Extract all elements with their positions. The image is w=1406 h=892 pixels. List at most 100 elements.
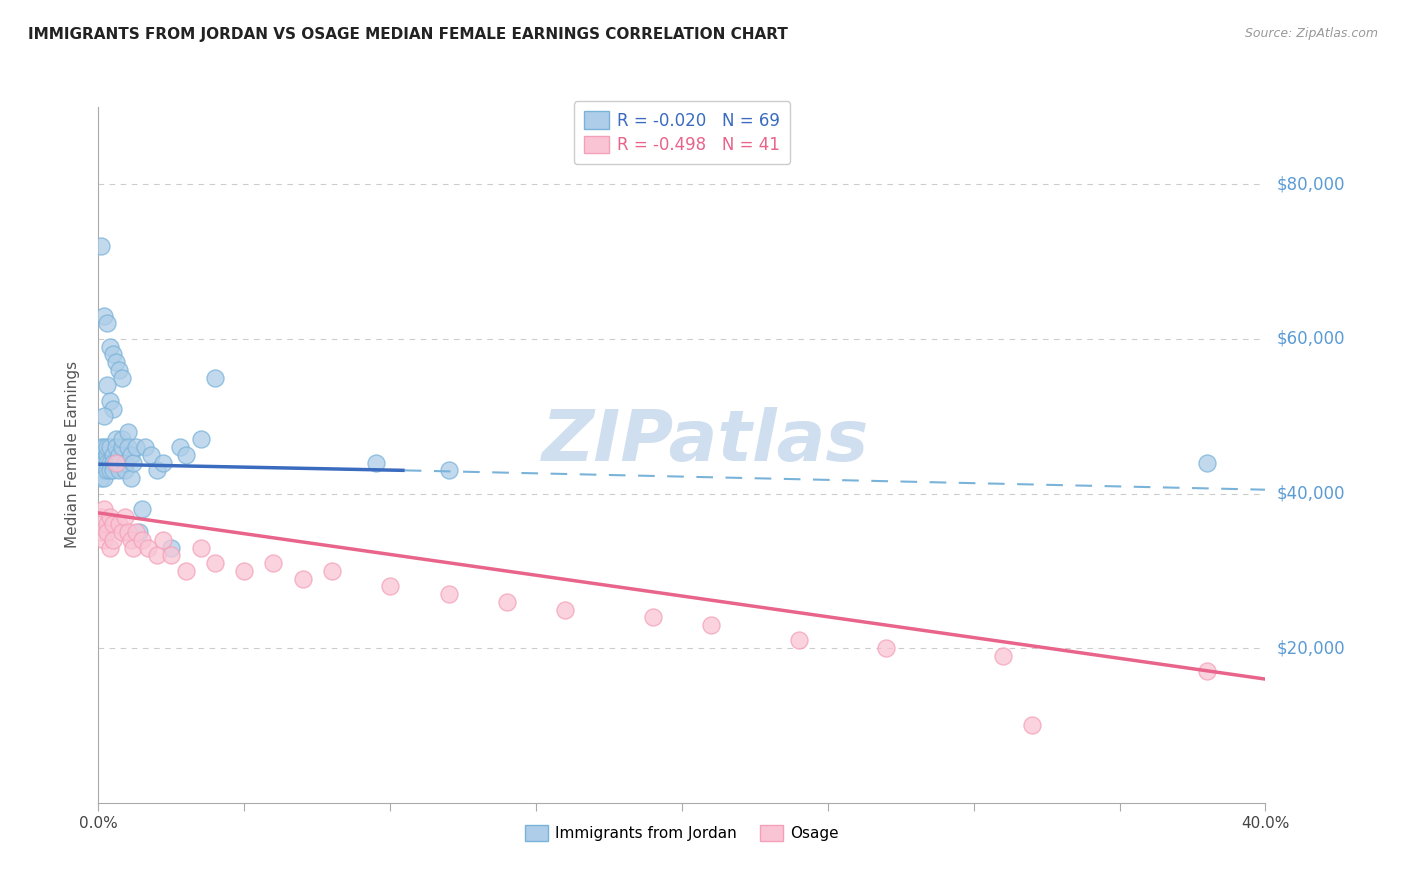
- Text: IMMIGRANTS FROM JORDAN VS OSAGE MEDIAN FEMALE EARNINGS CORRELATION CHART: IMMIGRANTS FROM JORDAN VS OSAGE MEDIAN F…: [28, 27, 787, 42]
- Text: Source: ZipAtlas.com: Source: ZipAtlas.com: [1244, 27, 1378, 40]
- Point: [875, 641, 897, 656]
- Point: [437, 587, 460, 601]
- Point: [111, 433, 134, 447]
- Point: [96, 448, 118, 462]
- Point: [700, 618, 723, 632]
- Point: [1195, 665, 1218, 679]
- Point: [101, 517, 124, 532]
- Point: [93, 533, 115, 547]
- Point: [169, 440, 191, 454]
- Text: $40,000: $40,000: [1277, 484, 1346, 502]
- Text: ZIPatlas: ZIPatlas: [541, 407, 869, 475]
- Point: [1195, 456, 1218, 470]
- Point: [114, 456, 136, 470]
- Point: [204, 370, 226, 384]
- Point: [108, 463, 131, 477]
- Point: [160, 541, 183, 555]
- Point: [204, 556, 226, 570]
- Point: [117, 440, 139, 454]
- Point: [101, 401, 124, 416]
- Point: [122, 541, 145, 555]
- Point: [96, 463, 118, 477]
- Point: [98, 463, 121, 477]
- Point: [174, 448, 197, 462]
- Point: [108, 448, 131, 462]
- Point: [554, 602, 576, 616]
- Point: [90, 239, 112, 253]
- Point: [1021, 718, 1043, 732]
- Point: [111, 525, 134, 540]
- Point: [108, 456, 131, 470]
- Point: [117, 525, 139, 540]
- Point: [437, 463, 460, 477]
- Text: $60,000: $60,000: [1277, 330, 1346, 348]
- Point: [93, 463, 115, 477]
- Point: [128, 525, 150, 540]
- Legend: Immigrants from Jordan, Osage: Immigrants from Jordan, Osage: [519, 819, 845, 847]
- Point: [641, 610, 664, 624]
- Point: [104, 456, 127, 470]
- Point: [120, 448, 142, 462]
- Point: [93, 440, 115, 454]
- Point: [190, 433, 212, 447]
- Point: [93, 456, 115, 470]
- Point: [90, 463, 112, 477]
- Point: [98, 541, 121, 555]
- Point: [111, 370, 134, 384]
- Point: [90, 471, 112, 485]
- Point: [98, 440, 121, 454]
- Point: [90, 509, 112, 524]
- Point: [152, 533, 174, 547]
- Point: [90, 440, 112, 454]
- Point: [101, 347, 124, 361]
- Point: [364, 456, 387, 470]
- Point: [125, 440, 148, 454]
- Y-axis label: Median Female Earnings: Median Female Earnings: [65, 361, 80, 549]
- Point: [98, 509, 121, 524]
- Point: [117, 425, 139, 439]
- Point: [120, 533, 142, 547]
- Point: [991, 648, 1014, 663]
- Point: [111, 440, 134, 454]
- Point: [131, 502, 153, 516]
- Point: [96, 317, 118, 331]
- Point: [787, 633, 810, 648]
- Point: [101, 463, 124, 477]
- Point: [101, 456, 124, 470]
- Point: [104, 355, 127, 369]
- Point: [139, 448, 162, 462]
- Point: [114, 463, 136, 477]
- Point: [380, 579, 402, 593]
- Point: [152, 456, 174, 470]
- Point: [96, 456, 118, 470]
- Point: [96, 440, 118, 454]
- Point: [104, 440, 127, 454]
- Point: [101, 448, 124, 462]
- Point: [174, 564, 197, 578]
- Point: [134, 440, 156, 454]
- Point: [120, 471, 142, 485]
- Point: [114, 509, 136, 524]
- Point: [93, 409, 115, 424]
- Point: [131, 533, 153, 547]
- Point: [96, 378, 118, 392]
- Point: [122, 456, 145, 470]
- Point: [90, 525, 112, 540]
- Point: [233, 564, 256, 578]
- Point: [101, 533, 124, 547]
- Point: [98, 393, 121, 408]
- Point: [93, 471, 115, 485]
- Point: [146, 549, 169, 563]
- Point: [262, 556, 284, 570]
- Point: [98, 456, 121, 470]
- Point: [190, 541, 212, 555]
- Point: [104, 456, 127, 470]
- Point: [125, 525, 148, 540]
- Text: $20,000: $20,000: [1277, 640, 1346, 657]
- Point: [291, 572, 314, 586]
- Point: [96, 525, 118, 540]
- Point: [496, 595, 519, 609]
- Point: [90, 448, 112, 462]
- Point: [96, 517, 118, 532]
- Point: [93, 502, 115, 516]
